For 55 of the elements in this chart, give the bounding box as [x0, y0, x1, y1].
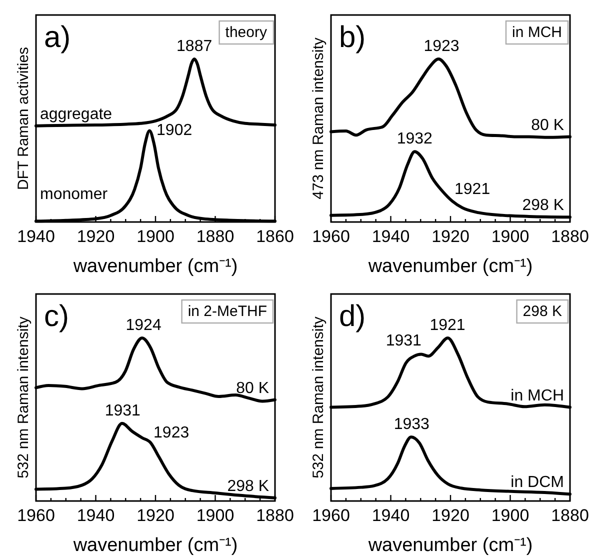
annotation: 1921	[454, 181, 490, 198]
chart-title: a)	[44, 21, 71, 54]
x-tick-label: 1880	[256, 506, 294, 526]
x-tick-label: 1880	[196, 227, 234, 246]
x-tick-label: 1920	[432, 506, 470, 526]
annotation: 1931	[104, 402, 141, 420]
x-tick-label: 1960	[312, 227, 350, 246]
x-tick-label: 1960	[17, 506, 55, 526]
x-tick-label: 1960	[312, 506, 350, 526]
annotation: 1887	[176, 38, 212, 56]
series-label: 298 K	[522, 197, 564, 214]
x-tick-label: 1900	[136, 227, 174, 246]
text: in 2-MeTHF	[188, 303, 267, 320]
y-axis-title: DFT Raman activities	[15, 46, 32, 190]
x-tick-label: 1920	[76, 227, 115, 246]
series-label: 80 K	[531, 116, 564, 134]
x-axis-title: wavenumber (cm⁻¹)	[72, 256, 238, 277]
x-tick-label: 1940	[76, 506, 115, 526]
x-tick-label: 1900	[491, 227, 530, 246]
x-axis-title: wavenumber (cm⁻¹)	[72, 535, 238, 556]
series-label: aggregate	[40, 106, 112, 123]
annotation: 1932	[396, 130, 433, 148]
text: in MCH	[512, 24, 562, 41]
text: theory	[225, 24, 268, 41]
chart-title: c)	[44, 300, 69, 333]
annotation: 1921	[430, 317, 466, 334]
x-tick-label: 1920	[136, 506, 174, 526]
y-axis-title: 532 nm Raman intensity	[310, 316, 327, 478]
annotation: 1902	[156, 122, 192, 139]
x-tick-label: 1940	[372, 506, 410, 526]
annotation: 1923	[424, 38, 460, 56]
annotation: 1923	[154, 424, 190, 442]
x-tick-label: 1860	[256, 227, 294, 246]
x-tick-label: 1880	[551, 506, 589, 526]
chart-title: b)	[339, 21, 366, 54]
x-tick-label: 1940	[372, 227, 410, 246]
chart-title: d)	[339, 300, 366, 333]
y-axis-title: 473 nm Raman intensity	[310, 37, 327, 200]
annotation: 1933	[394, 416, 430, 433]
series-label: 80 K	[236, 380, 270, 397]
y-axis-title: 532 nm Raman intensity	[15, 316, 32, 478]
x-tick-label: 1880	[551, 227, 589, 246]
annotation: 1924	[126, 317, 162, 334]
x-tick-label: 1940	[17, 227, 55, 246]
x-tick-label: 1900	[196, 506, 234, 526]
series-label: in MCH	[510, 387, 564, 404]
x-tick-label: 1900	[491, 506, 530, 526]
annotation: 1931	[386, 332, 422, 350]
x-axis-title: wavenumber (cm⁻¹)	[367, 256, 533, 277]
series-label: 298 K	[227, 478, 270, 495]
series-label: in DCM	[510, 474, 564, 492]
x-axis-title: wavenumber (cm⁻¹)	[367, 535, 533, 556]
text: 298 K	[522, 303, 562, 320]
x-tick-label: 1920	[432, 227, 470, 246]
series-label: monomer	[40, 186, 108, 204]
